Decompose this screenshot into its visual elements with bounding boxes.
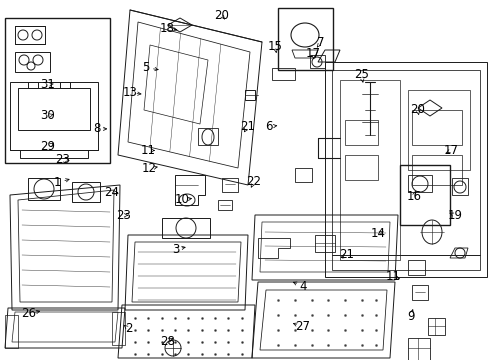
Bar xyxy=(325,62,487,277)
Text: 20: 20 xyxy=(214,9,229,22)
Text: 31: 31 xyxy=(41,78,55,91)
Text: 27: 27 xyxy=(295,320,310,333)
Text: 15: 15 xyxy=(268,40,283,53)
Text: 17: 17 xyxy=(306,47,321,60)
Text: 11: 11 xyxy=(386,270,400,283)
Text: 13: 13 xyxy=(122,86,137,99)
Text: 23: 23 xyxy=(116,209,131,222)
Text: 6: 6 xyxy=(265,120,272,133)
Text: 2: 2 xyxy=(124,322,132,335)
Text: 17: 17 xyxy=(443,144,458,157)
Text: 30: 30 xyxy=(41,109,55,122)
Text: 14: 14 xyxy=(371,227,386,240)
Bar xyxy=(278,8,333,70)
Text: 28: 28 xyxy=(160,335,175,348)
Text: 3: 3 xyxy=(172,243,179,256)
Text: 9: 9 xyxy=(407,310,415,323)
Text: 22: 22 xyxy=(246,175,261,188)
Text: 18: 18 xyxy=(160,22,175,35)
Text: 1: 1 xyxy=(54,176,62,189)
Text: 19: 19 xyxy=(447,209,462,222)
Text: 10: 10 xyxy=(175,193,190,206)
Text: 20: 20 xyxy=(410,103,425,116)
Text: 8: 8 xyxy=(93,122,101,135)
Text: 29: 29 xyxy=(41,140,55,153)
Text: 7: 7 xyxy=(317,36,325,49)
Bar xyxy=(5,18,110,163)
Bar xyxy=(245,90,255,100)
Text: 21: 21 xyxy=(340,248,354,261)
Text: 5: 5 xyxy=(142,61,150,74)
Text: 26: 26 xyxy=(21,307,36,320)
Text: 25: 25 xyxy=(354,68,369,81)
Text: 12: 12 xyxy=(142,162,157,175)
Text: 4: 4 xyxy=(299,280,307,293)
Text: 23: 23 xyxy=(55,153,70,166)
Bar xyxy=(408,90,470,170)
Bar xyxy=(332,70,480,270)
Bar xyxy=(400,165,450,225)
Bar xyxy=(340,80,400,260)
Text: 11: 11 xyxy=(141,144,155,157)
Text: 16: 16 xyxy=(407,190,421,203)
Text: 21: 21 xyxy=(240,120,255,133)
Text: 24: 24 xyxy=(104,186,119,199)
